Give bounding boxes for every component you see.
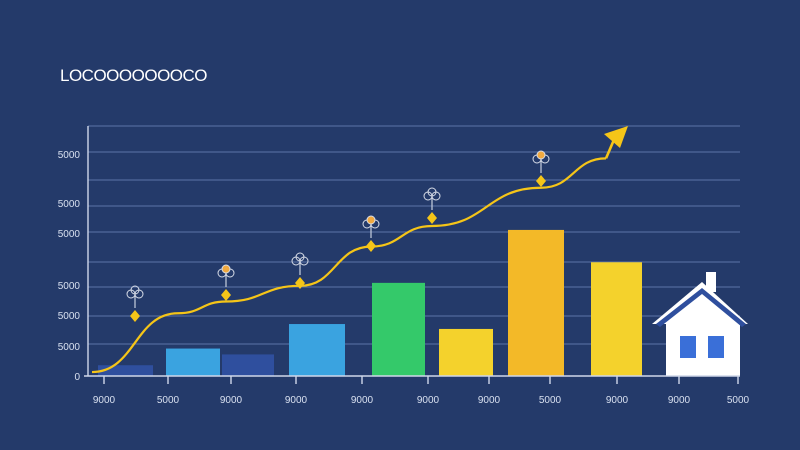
line-point	[295, 277, 305, 289]
tree-icon	[291, 252, 309, 275]
tree-leaf	[130, 285, 140, 295]
line-point	[536, 175, 546, 187]
y-tick-label: 0	[74, 372, 80, 383]
y-tick-label: 5000	[58, 281, 81, 292]
tree-leaf	[427, 187, 437, 197]
y-tick-label: 5000	[58, 311, 81, 322]
bar	[372, 282, 425, 376]
line-point	[221, 289, 231, 301]
house-window	[708, 336, 724, 358]
tree-leaf	[221, 264, 231, 274]
bars-layer	[98, 229, 642, 376]
x-tick-label: 5000	[157, 395, 180, 406]
tree-leaf	[295, 252, 305, 262]
trend-line	[91, 157, 607, 374]
house-window	[680, 336, 696, 358]
trend-line-layer	[91, 126, 628, 374]
tree-icon	[532, 150, 550, 173]
x-tick-label: 9000	[93, 395, 116, 406]
line-point	[366, 240, 376, 252]
axis-layer	[84, 126, 740, 377]
line-point	[427, 212, 437, 224]
bar	[289, 324, 345, 376]
tree-leaf	[536, 150, 546, 160]
tree-leaf	[366, 215, 376, 225]
y-tick-label: 5000	[58, 229, 81, 240]
x-tick-label: 5000	[727, 395, 750, 406]
bar	[98, 365, 153, 376]
bar	[591, 262, 642, 376]
tree-icon	[217, 264, 235, 287]
chart-title: LOCOOOOOOOCO	[60, 66, 208, 85]
line-point	[130, 310, 140, 322]
y-tick-label: 5000	[58, 342, 81, 353]
tree-icon	[362, 215, 380, 238]
house-chimney	[706, 272, 716, 292]
tree-icon	[423, 187, 441, 210]
tree-icon	[126, 285, 144, 308]
bar	[166, 348, 220, 376]
bar	[508, 229, 564, 376]
bar	[222, 354, 274, 376]
y-tick-label: 5000	[58, 199, 81, 210]
bar	[439, 328, 493, 376]
x-tick-label: 9000	[351, 395, 374, 406]
x-tick-label: 9000	[417, 395, 440, 406]
tick-labels-layer: 9000 5000 9000 9000 9000 9000 9000 5000 9000 9000…	[58, 150, 750, 406]
trend-arrow-head	[604, 126, 628, 148]
house-wall	[666, 320, 740, 376]
x-tick-label: 9000	[285, 395, 308, 406]
y-tick-label: 5000	[58, 150, 81, 161]
x-tick-label: 9000	[220, 395, 243, 406]
house-icon	[652, 272, 748, 376]
x-tick-label: 5000	[539, 395, 562, 406]
x-tick-label: 9000	[606, 395, 629, 406]
x-tick-label: 9000	[478, 395, 501, 406]
x-tick-label: 9000	[668, 395, 691, 406]
